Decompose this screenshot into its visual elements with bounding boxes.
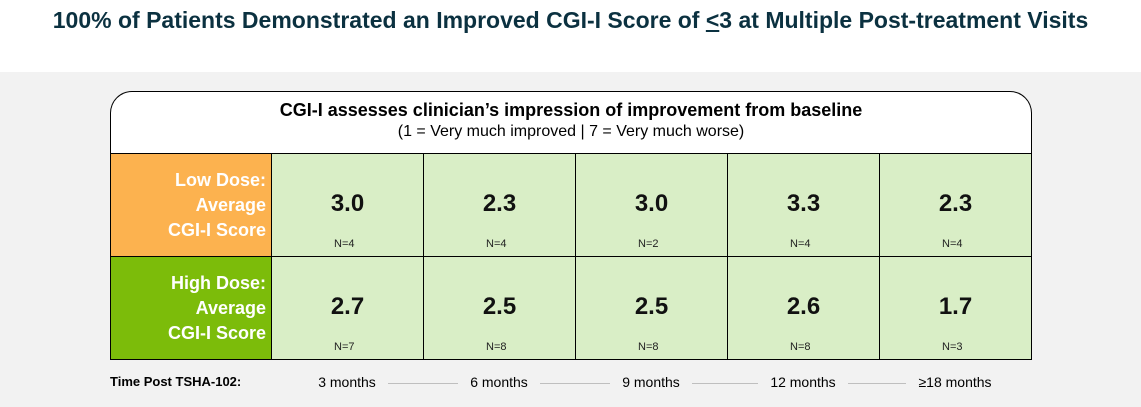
row-label-line: CGI-I Score — [167, 219, 266, 240]
time-axis-label: Time Post TSHA-102: — [110, 374, 242, 389]
sample-size: N=8 — [486, 341, 507, 353]
time-axis-connector — [847, 383, 907, 384]
row-label-line: Average — [195, 297, 266, 318]
table-header-subtitle: (1 = Very much improved | 7 = Very much … — [397, 123, 745, 140]
score-cell: 2.7 N=7 — [271, 256, 424, 360]
score-cell: 2.3 N=4 — [879, 153, 1032, 257]
time-point-label: ≥18 months — [918, 374, 992, 390]
title-underlined-symbol: < — [705, 7, 720, 33]
title-text-end: 3 at Multiple Post-treatment Visits — [719, 7, 1089, 33]
time-axis-connector — [691, 383, 759, 384]
row-label-line: CGI-I Score — [167, 322, 266, 343]
sample-size: N=3 — [942, 341, 963, 353]
score-cell: 3.3 N=4 — [727, 153, 880, 257]
score-value: 2.3 — [482, 190, 517, 217]
score-value: 2.5 — [634, 293, 669, 320]
score-value: 2.6 — [786, 293, 821, 320]
sample-size: N=4 — [942, 238, 963, 250]
sample-size: N=8 — [790, 341, 811, 353]
score-cell: 3.0 N=2 — [575, 153, 728, 257]
time-axis: Time Post TSHA-102: 3 months 6 months 9 mo… — [0, 372, 1141, 396]
time-point-label: 9 months — [622, 374, 680, 390]
table-row: Low Dose: Average CGI-I Score 3.0 N=4 2.3 N=4 3… — [110, 153, 1032, 257]
score-value: 2.5 — [482, 293, 517, 320]
score-cell: 2.5 N=8 — [575, 256, 728, 360]
sample-size: N=4 — [790, 238, 811, 250]
table-header: CGI-I assesses clinician’s impression of… — [110, 91, 1032, 153]
row-label-line: Low Dose: — [174, 169, 266, 190]
sample-size: N=4 — [486, 238, 507, 250]
time-point-label: 3 months — [318, 374, 376, 390]
score-value: 3.3 — [786, 190, 821, 217]
score-value: 3.0 — [330, 190, 365, 217]
cgi-score-table: Low Dose: Average CGI-I Score 3.0 N=4 2.3 N=4 3… — [110, 153, 1032, 360]
score-cell: 3.0 N=4 — [271, 153, 424, 257]
time-point-label: 12 months — [770, 374, 836, 390]
score-cell: 2.6 N=8 — [727, 256, 880, 360]
sample-size: N=2 — [638, 238, 659, 250]
table-row: High Dose: Average CGI-I Score 2.7 N=7 2.5 N=8… — [110, 256, 1032, 360]
time-axis-connector — [539, 383, 611, 384]
score-cell: 2.5 N=8 — [423, 256, 576, 360]
score-cell: 2.3 N=4 — [423, 153, 576, 257]
row-label-high-dose: High Dose: Average CGI-I Score — [110, 256, 272, 360]
score-value: 3.0 — [634, 190, 669, 217]
title-text-start: 100% of Patients Demonstrated an Improve… — [52, 7, 706, 33]
time-point-label: 6 months — [470, 374, 528, 390]
score-value: 1.7 — [938, 293, 973, 320]
table-header-title: CGI-I assesses clinician’s impression of… — [279, 100, 863, 120]
score-value: 2.3 — [938, 190, 973, 217]
score-cell: 1.7 N=3 — [879, 256, 1032, 360]
time-axis-connector — [387, 383, 459, 384]
score-value: 2.7 — [330, 293, 365, 320]
sample-size: N=7 — [334, 341, 355, 353]
row-label-low-dose: Low Dose: Average CGI-I Score — [110, 153, 272, 257]
sample-size: N=4 — [334, 238, 355, 250]
row-label-line: Average — [195, 194, 266, 215]
sample-size: N=8 — [638, 341, 659, 353]
row-label-line: High Dose: — [170, 272, 266, 293]
page-title: 100% of Patients Demonstrated an Improve… — [0, 0, 1141, 44]
